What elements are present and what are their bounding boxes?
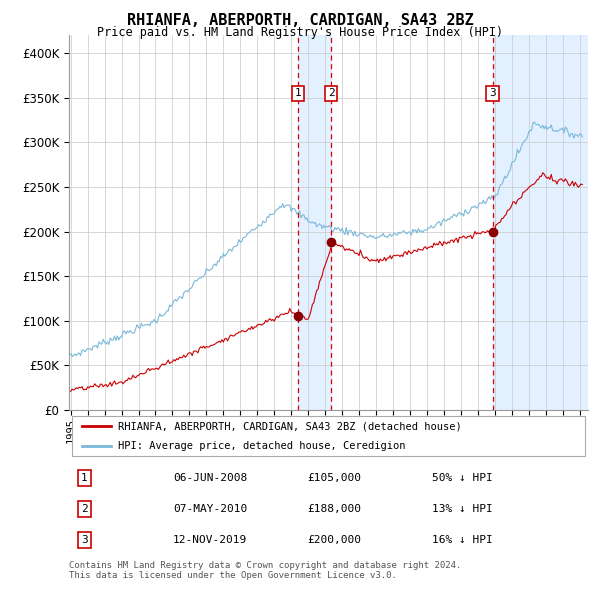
Text: 2: 2 — [328, 88, 334, 99]
Text: RHIANFA, ABERPORTH, CARDIGAN, SA43 2BZ: RHIANFA, ABERPORTH, CARDIGAN, SA43 2BZ — [127, 13, 473, 28]
Text: 06-JUN-2008: 06-JUN-2008 — [173, 473, 247, 483]
Text: 50% ↓ HPI: 50% ↓ HPI — [432, 473, 493, 483]
Text: 07-MAY-2010: 07-MAY-2010 — [173, 504, 247, 514]
FancyBboxPatch shape — [71, 417, 586, 455]
Text: Contains HM Land Registry data © Crown copyright and database right 2024.
This d: Contains HM Land Registry data © Crown c… — [69, 560, 461, 580]
Text: 12-NOV-2019: 12-NOV-2019 — [173, 535, 247, 545]
Text: 3: 3 — [489, 88, 496, 99]
Text: RHIANFA, ABERPORTH, CARDIGAN, SA43 2BZ (detached house): RHIANFA, ABERPORTH, CARDIGAN, SA43 2BZ (… — [118, 421, 462, 431]
Text: 2: 2 — [81, 504, 88, 514]
Text: HPI: Average price, detached house, Ceredigion: HPI: Average price, detached house, Cere… — [118, 441, 406, 451]
Text: 3: 3 — [81, 535, 88, 545]
Bar — [493, 35, 588, 410]
Text: £105,000: £105,000 — [308, 473, 362, 483]
Text: 13% ↓ HPI: 13% ↓ HPI — [432, 504, 493, 514]
Text: £188,000: £188,000 — [308, 504, 362, 514]
Text: 1: 1 — [295, 88, 302, 99]
Text: Price paid vs. HM Land Registry's House Price Index (HPI): Price paid vs. HM Land Registry's House … — [97, 26, 503, 39]
Bar — [298, 35, 331, 410]
Text: £200,000: £200,000 — [308, 535, 362, 545]
Text: 1: 1 — [81, 473, 88, 483]
Text: 16% ↓ HPI: 16% ↓ HPI — [432, 535, 493, 545]
